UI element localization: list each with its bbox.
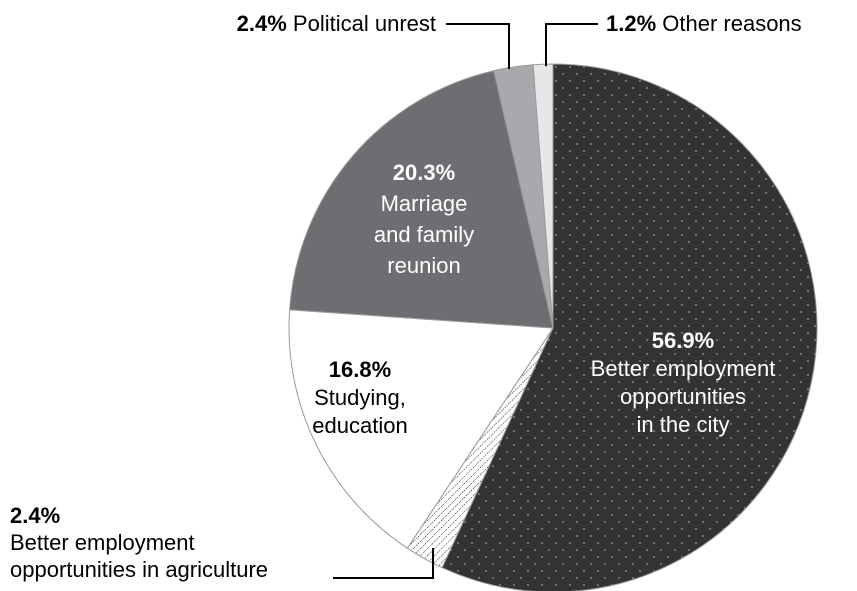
slice-percent-4: 20.3% bbox=[393, 160, 455, 185]
slice-label-line-1-2: opportunities bbox=[620, 384, 746, 409]
pie-slice-3 bbox=[288, 309, 554, 549]
slice-percent-6: 1.2% bbox=[606, 11, 656, 36]
slice-label-line-3-1: Studying, bbox=[314, 385, 406, 410]
slice-percent-2: 2.4% bbox=[10, 503, 60, 528]
leader-line-agriculture bbox=[333, 548, 434, 579]
slice-percent-1: 56.9% bbox=[652, 328, 714, 353]
slice-label-5: 2.4% Political unrest bbox=[237, 11, 436, 36]
slice-label-line-1-3: in the city bbox=[637, 412, 730, 437]
slice-percent-5: 2.4% bbox=[237, 11, 287, 36]
slice-label-line-1-1: Better employment bbox=[591, 356, 776, 381]
slice-percent-3: 16.8% bbox=[329, 357, 391, 382]
leader-line-other-reasons bbox=[545, 23, 598, 67]
slice-label-line-4-3: reunion bbox=[387, 253, 460, 278]
slice-name-5: Political unrest bbox=[287, 11, 436, 36]
slice-label-line-3-2: education bbox=[312, 413, 407, 438]
slice-label-line-2-1: Better employment bbox=[10, 530, 195, 555]
pie-slice-6 bbox=[532, 63, 554, 329]
slice-label-line-2-2: opportunities in agriculture bbox=[10, 557, 268, 582]
slice-name-6: Other reasons bbox=[656, 11, 802, 36]
pie-slice-4 bbox=[289, 70, 554, 329]
leader-line-political-unrest bbox=[446, 23, 510, 69]
slice-label-line-4-2: and family bbox=[374, 222, 474, 247]
slice-label-6: 1.2% Other reasons bbox=[606, 11, 802, 36]
slice-label-line-4-1: Marriage bbox=[381, 191, 468, 216]
